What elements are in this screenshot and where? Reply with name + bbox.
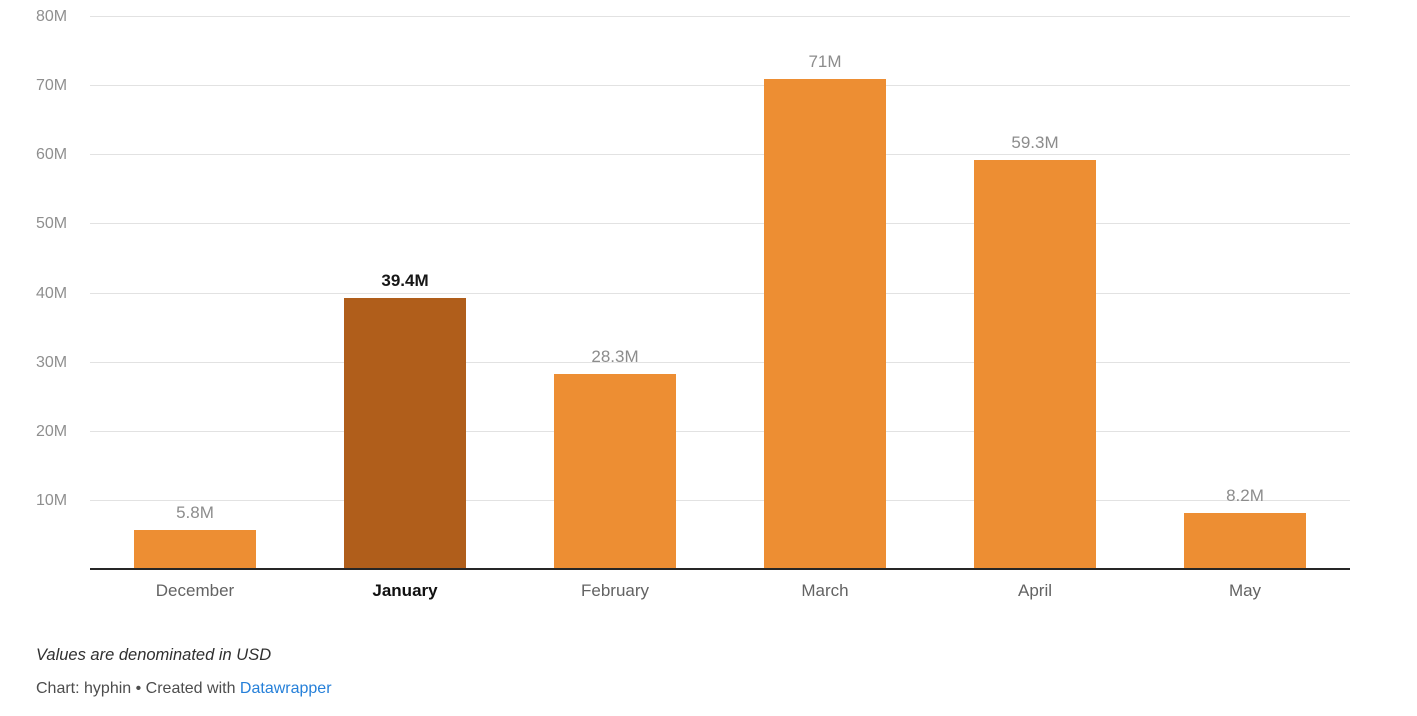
x-category-label: May [1228,581,1262,600]
gridline [90,292,1350,294]
x-axis-baseline [90,568,1350,570]
chart-byline: Chart: hyphin • Created with Datawrapper [36,679,332,698]
chart-note: Values are denominated in USD [36,646,272,664]
bar-column: 71M [720,17,930,570]
bar-value-label: 8.2M [1226,486,1264,506]
plot-area: 5.8M 39.4M 28.3M 71M 59.3M 8.2M [90,16,1350,570]
y-tick-label: 50M [36,215,68,233]
datawrapper-link[interactable]: Datawrapper [239,680,332,697]
bar [1184,513,1306,570]
bar [554,374,676,570]
x-category-label: April [1017,581,1052,600]
bar-value-label: 39.4M [381,270,429,290]
gridline [90,16,1350,17]
y-tick-label: 40M [36,284,68,302]
bars-layer: 5.8M 39.4M 28.3M 71M 59.3M 8.2M [90,17,1350,570]
bar [344,297,466,570]
bar-column: 39.4M [300,17,510,570]
y-tick-label: 20M [36,422,68,440]
y-tick-label: 60M [36,146,68,164]
bar-value-label: 5.8M [176,502,214,522]
byline-text: Chart: hyphin • Created with [36,680,240,697]
y-tick-label: 10M [36,491,68,509]
bar-column: 8.2M [1140,17,1350,570]
bar [134,529,256,570]
bar-value-label: 71M [808,52,842,72]
gridline [90,85,1350,87]
bar-value-label: 59.3M [1011,133,1059,153]
bar [764,79,886,570]
x-category-label: January [372,581,438,600]
gridline [90,154,1350,156]
bar [974,160,1096,570]
y-axis: 10M 20M 30M 40M 50M 60M 70M 80M [36,9,88,570]
gridline [90,223,1350,225]
gridline [90,430,1350,432]
bar-column: 5.8M [90,17,300,570]
gridlines-layer [90,16,1350,570]
y-tick-label: 80M [36,8,68,25]
bar-column: 59.3M [930,17,1140,570]
gridline [90,361,1350,363]
x-category-label: December [155,581,235,600]
y-tick-label: 30M [36,353,68,371]
bar-column: 28.3M [510,17,720,570]
x-category-label: March [801,581,849,600]
gridline [90,499,1350,501]
x-axis: December January February March April May [90,581,1350,601]
y-tick-label: 70M [36,77,68,95]
x-category-label: February [580,581,650,600]
bar-value-label: 28.3M [591,347,639,367]
